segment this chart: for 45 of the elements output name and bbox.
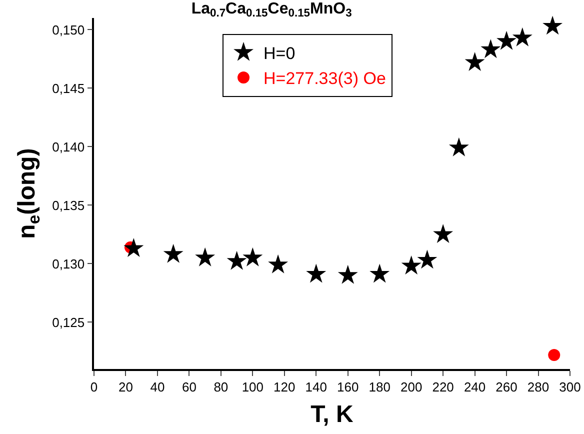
point [512, 27, 532, 46]
y-tick-label: 0,135 [52, 198, 85, 213]
point [195, 247, 216, 266]
legend-label: H=277.33(3) Oe [264, 69, 386, 88]
point [163, 244, 184, 263]
point [448, 137, 469, 156]
x-tick-label: 0 [90, 379, 98, 394]
point [496, 30, 517, 50]
x-tick-label: 100 [242, 379, 264, 394]
point [338, 264, 358, 284]
y-tick-label: 0,130 [52, 256, 85, 272]
legend-label: H=0 [264, 44, 296, 63]
x-tick-label: 120 [274, 379, 296, 394]
point [542, 16, 563, 35]
x-tick-label: 80 [214, 379, 228, 394]
x-tick-label: 240 [464, 379, 486, 394]
point [433, 224, 454, 243]
y-tick-label: 0,150 [52, 22, 85, 38]
x-axis-title: T, K [310, 401, 354, 428]
point [401, 256, 422, 275]
x-tick-label: 60 [182, 379, 196, 394]
y-tick-label: 0,140 [52, 139, 85, 154]
x-tick-label: 180 [368, 379, 390, 394]
point [417, 250, 438, 269]
x-tick-label: 160 [337, 379, 359, 394]
point [548, 348, 560, 361]
x-tick-label: 280 [527, 379, 550, 394]
x-tick-label: 260 [496, 379, 518, 394]
point [124, 238, 144, 257]
point [242, 247, 263, 266]
x-tick-label: 40 [150, 379, 165, 394]
x-tick-label: 200 [400, 379, 422, 394]
point [480, 39, 501, 58]
point [226, 250, 247, 270]
x-tick-label: 300 [559, 379, 581, 394]
chart-title: La$_{0.7}$Ca$_{0.15}$Ce$_{0.15}$MnO$_{3}$ [191, 0, 352, 20]
point [464, 52, 485, 71]
point [268, 254, 288, 274]
point [370, 264, 390, 283]
x-tick-label: 20 [118, 379, 133, 394]
x-tick-label: 220 [432, 379, 454, 394]
point [306, 264, 326, 283]
y-tick-label: 0,125 [52, 314, 85, 330]
y-tick-label: 0,145 [52, 80, 85, 96]
x-tick-label: 140 [305, 379, 327, 394]
